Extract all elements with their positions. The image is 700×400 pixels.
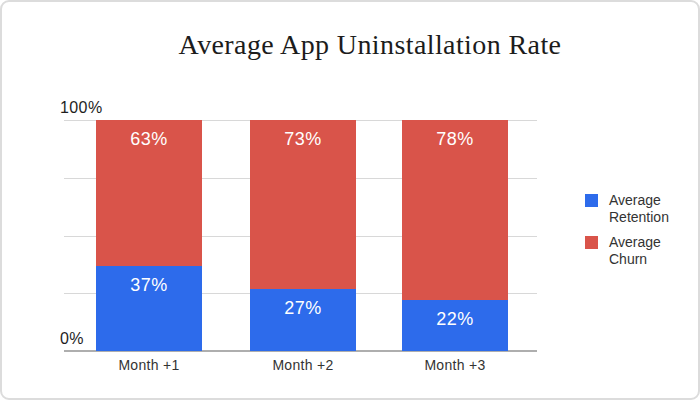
x-axis-label-month-3: Month +3: [402, 357, 508, 373]
bar-segment-retention: 22%: [402, 300, 508, 351]
bar-segment-churn: 63%: [96, 120, 202, 266]
bar-segment-retention: 27%: [250, 289, 356, 351]
legend-swatch: [585, 236, 598, 249]
bar-data-label: 27%: [250, 289, 356, 319]
y-axis-label-0: 0%: [60, 330, 84, 348]
bar-data-label: 37%: [96, 266, 202, 296]
chart-card: Average App Uninstallation Rate 100% 0% …: [0, 0, 700, 400]
y-axis-label-100: 100%: [60, 99, 103, 117]
bar-data-label: 78%: [402, 120, 508, 150]
legend: Average Retention Average Churn: [585, 192, 681, 268]
legend-label: Average Churn: [609, 234, 681, 268]
plot-area: 100% 0% 63%37%73%27%78%22%: [64, 120, 537, 351]
bar-month-1: 63% 37%: [96, 120, 202, 351]
legend-swatch: [585, 194, 598, 207]
chart-title: Average App Uninstallation Rate: [179, 29, 562, 61]
legend-item-average-retention: Average Retention: [585, 192, 681, 226]
bar-month-2: 73% 27%: [250, 120, 356, 351]
bar-data-label: 22%: [402, 300, 508, 330]
legend-item-average-churn: Average Churn: [585, 234, 681, 268]
bar-data-label: 73%: [250, 120, 356, 150]
bar-segment-retention: 37%: [96, 266, 202, 351]
x-axis-label-month-2: Month +2: [250, 357, 356, 373]
legend-label: Average Retention: [609, 192, 681, 226]
x-axis-labels: Month +1 Month +2 Month +3: [64, 357, 537, 377]
bar-segment-churn: 73%: [250, 120, 356, 289]
bar-segment-churn: 78%: [402, 120, 508, 300]
bar-data-label: 63%: [96, 120, 202, 150]
x-axis-label-month-1: Month +1: [96, 357, 202, 373]
bar-month-3: 78% 22%: [402, 120, 508, 351]
